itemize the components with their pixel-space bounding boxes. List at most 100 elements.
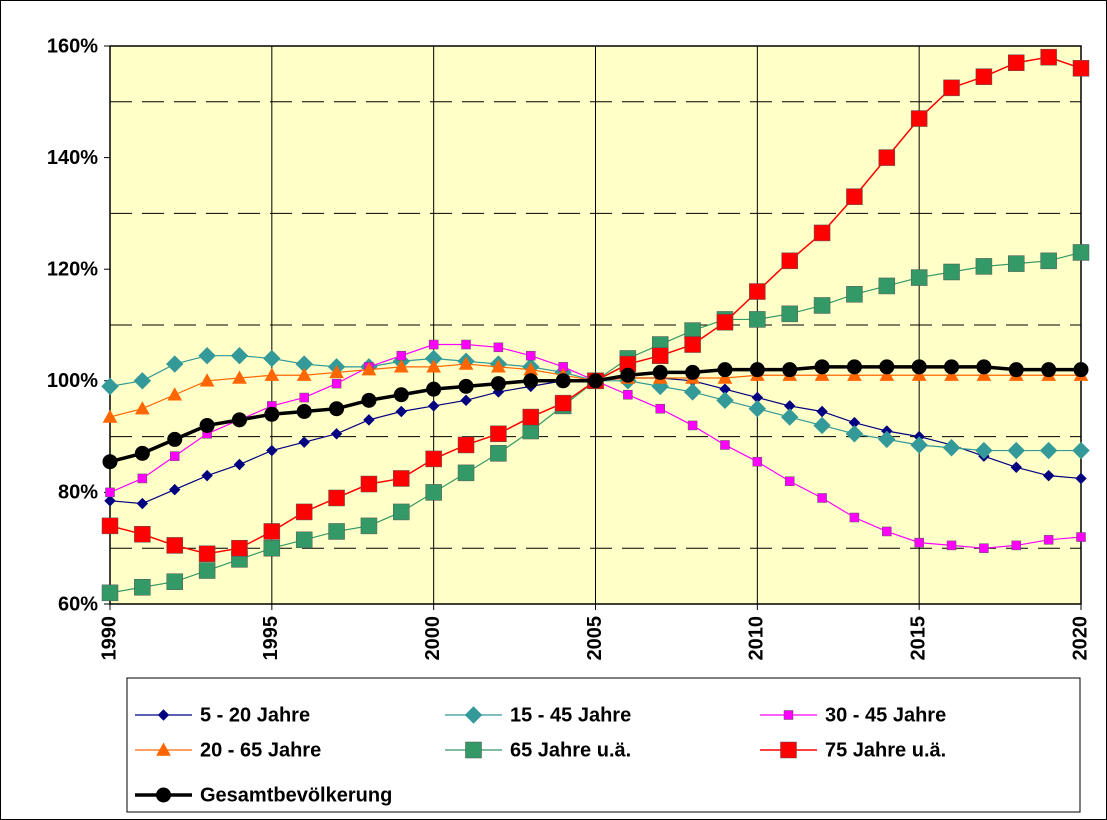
marker — [426, 381, 442, 397]
marker — [588, 373, 603, 389]
marker — [264, 367, 280, 381]
marker — [166, 573, 183, 590]
marker — [914, 537, 924, 548]
x-tick-label: 2005 — [584, 616, 606, 661]
marker — [882, 526, 892, 537]
marker — [458, 378, 474, 394]
marker — [817, 493, 827, 503]
marker — [749, 311, 766, 328]
marker — [910, 110, 928, 127]
series — [101, 48, 1090, 563]
marker — [522, 408, 540, 426]
marker — [329, 401, 345, 417]
marker — [623, 390, 633, 400]
marker — [263, 539, 281, 557]
marker — [944, 367, 959, 381]
y-tick-label: 100% — [47, 370, 98, 392]
marker — [752, 456, 763, 467]
marker — [910, 269, 928, 286]
marker — [911, 367, 927, 381]
marker — [684, 336, 701, 353]
marker — [975, 68, 993, 85]
marker — [846, 359, 862, 375]
marker — [156, 787, 171, 803]
marker — [295, 503, 313, 521]
marker — [910, 436, 928, 454]
marker — [780, 741, 797, 759]
y-tick-label: 140% — [47, 147, 98, 169]
marker — [975, 441, 993, 460]
marker — [490, 425, 507, 443]
marker — [878, 277, 896, 295]
marker — [169, 483, 181, 496]
marker — [101, 377, 119, 396]
marker — [944, 359, 960, 375]
marker — [1007, 441, 1025, 460]
marker — [393, 470, 410, 487]
marker — [879, 367, 895, 381]
marker — [1076, 532, 1086, 542]
marker — [105, 487, 115, 498]
marker — [976, 367, 992, 381]
marker — [814, 367, 830, 381]
marker — [361, 362, 377, 376]
marker — [1041, 362, 1057, 378]
marker — [1039, 441, 1058, 460]
marker — [101, 517, 119, 535]
marker — [157, 709, 170, 721]
marker — [360, 517, 378, 535]
marker — [1040, 48, 1057, 66]
legend — [126, 677, 1081, 813]
marker — [878, 149, 896, 166]
legend-label: 5 - 20 Jahre — [200, 704, 310, 726]
legend-label: 30 - 45 Jahre — [825, 704, 946, 726]
marker — [1008, 54, 1025, 71]
legend-label: 65 Jahre u.ä. — [510, 739, 631, 761]
marker — [849, 512, 860, 523]
x-tick-label: 2020 — [1069, 616, 1091, 661]
marker — [845, 425, 864, 443]
marker — [526, 350, 536, 361]
marker — [784, 476, 795, 486]
marker — [816, 405, 828, 418]
marker — [491, 359, 506, 373]
marker — [1072, 441, 1090, 460]
x-tick-label: 1990 — [98, 616, 120, 661]
marker — [198, 545, 216, 563]
marker — [427, 400, 440, 412]
marker — [298, 436, 310, 448]
x-tick-label: 2015 — [907, 616, 929, 661]
marker — [749, 362, 765, 378]
marker — [263, 349, 281, 368]
marker — [231, 412, 247, 428]
marker — [396, 350, 407, 361]
legend-label: 20 - 65 Jahre — [200, 739, 321, 761]
marker — [846, 286, 863, 303]
marker — [464, 706, 483, 724]
marker — [395, 405, 408, 418]
marker — [393, 359, 409, 373]
marker — [461, 339, 471, 350]
marker — [943, 263, 960, 281]
marker — [684, 322, 701, 339]
legend-label: 15 - 45 Jahre — [510, 704, 631, 726]
marker — [814, 359, 830, 375]
marker — [749, 283, 766, 300]
marker — [975, 258, 993, 275]
marker — [102, 409, 118, 423]
marker — [493, 342, 504, 353]
marker — [943, 79, 960, 97]
marker — [330, 428, 343, 440]
marker — [299, 392, 309, 403]
marker — [717, 362, 733, 378]
marker — [879, 359, 895, 375]
marker — [976, 359, 992, 375]
marker — [231, 539, 248, 557]
marker — [813, 224, 831, 242]
marker — [232, 370, 247, 384]
marker — [846, 188, 863, 205]
marker — [331, 378, 342, 389]
marker — [393, 387, 409, 403]
marker — [156, 742, 171, 756]
marker — [199, 373, 215, 387]
